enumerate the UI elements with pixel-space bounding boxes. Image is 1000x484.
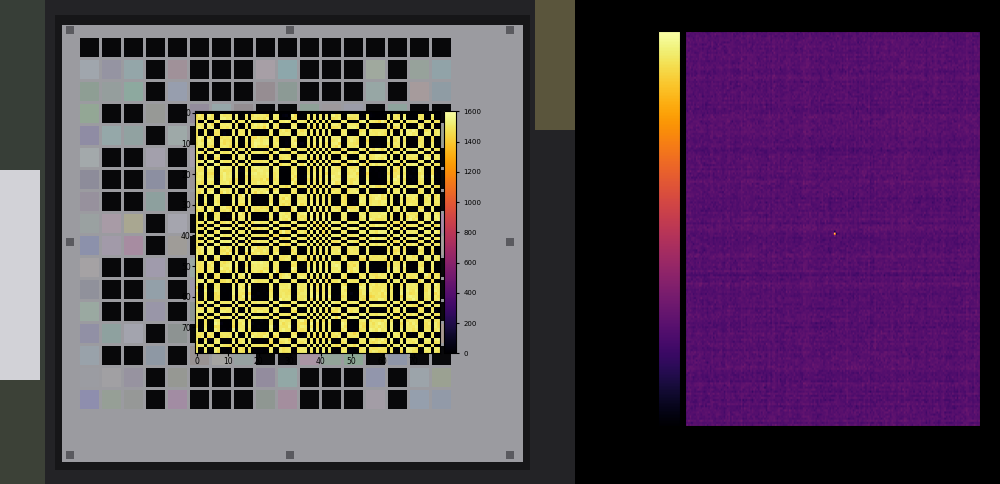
Text: SNR (σ): SNR (σ) bbox=[645, 454, 693, 466]
